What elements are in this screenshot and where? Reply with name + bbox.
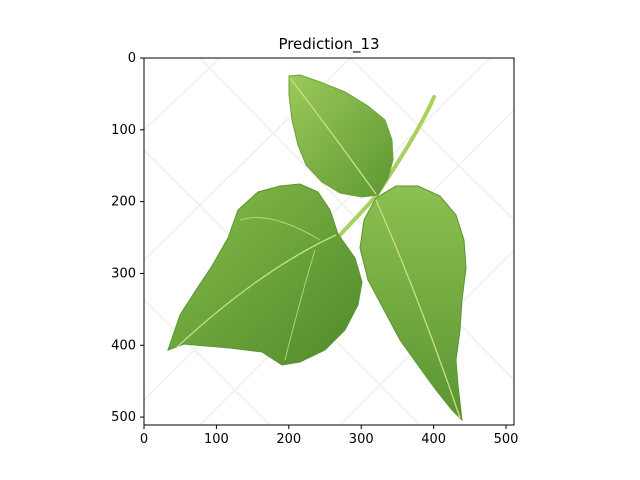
chart-title: Prediction_13 bbox=[278, 35, 379, 54]
x-axis: 0 100 200 300 400 500 bbox=[140, 425, 519, 447]
leaflet-top bbox=[288, 74, 394, 198]
x-tick-label: 300 bbox=[349, 432, 374, 447]
x-tick-label: 200 bbox=[276, 432, 301, 447]
x-tick-label: 100 bbox=[204, 432, 229, 447]
y-tick-label: 300 bbox=[111, 266, 136, 281]
x-tick-label: 500 bbox=[494, 432, 519, 447]
y-tick-label: 200 bbox=[111, 195, 136, 210]
y-axis: 0 100 200 300 400 500 bbox=[111, 51, 144, 425]
leaflet-right bbox=[359, 185, 467, 422]
y-tick-label: 400 bbox=[111, 338, 136, 353]
image-area bbox=[144, 58, 514, 425]
x-tick-label: 0 bbox=[140, 432, 148, 447]
leaflet-left bbox=[167, 183, 363, 366]
axes-frame bbox=[143, 57, 515, 426]
x-tick-label: 400 bbox=[421, 432, 446, 447]
y-tick-label: 500 bbox=[111, 410, 136, 425]
y-tick-label: 0 bbox=[128, 51, 136, 66]
y-tick-label: 100 bbox=[111, 123, 136, 138]
